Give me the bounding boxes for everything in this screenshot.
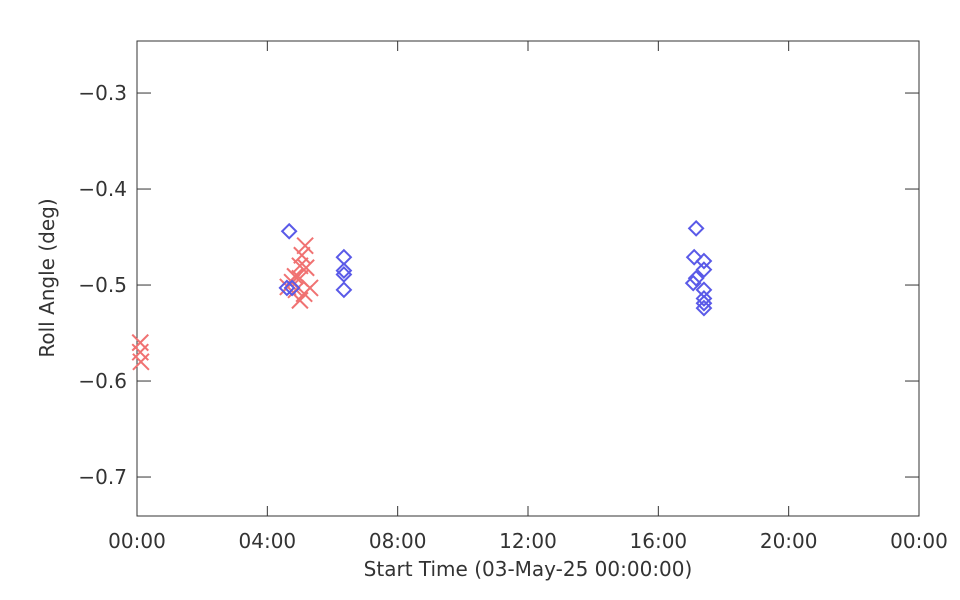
point <box>283 279 301 297</box>
diamond-marker <box>278 279 296 297</box>
diamond-marker <box>335 248 353 266</box>
point <box>335 281 353 299</box>
point <box>278 279 296 297</box>
x-marker-stroke <box>291 291 309 310</box>
x-marker-stroke <box>293 246 311 264</box>
y-tick-label: −0.4 <box>78 177 127 201</box>
x-marker-stroke <box>291 257 309 275</box>
point <box>695 294 713 312</box>
y-tick-label: −0.6 <box>78 369 127 393</box>
x-marker-stroke <box>297 259 315 277</box>
point <box>687 219 705 237</box>
point <box>132 353 150 371</box>
x-tick-label: 00:00 <box>890 529 948 553</box>
x-marker-stroke <box>132 353 150 371</box>
diamond-marker <box>335 281 353 299</box>
point <box>684 274 702 292</box>
x-tick-label: 20:00 <box>760 529 818 553</box>
x-tick-label: 16:00 <box>630 529 688 553</box>
diamond-marker <box>687 219 705 237</box>
point <box>280 222 298 240</box>
diamond-marker <box>695 261 713 279</box>
diamond-marker <box>685 248 703 266</box>
diamond-marker <box>695 294 713 312</box>
point <box>335 262 353 280</box>
x-tick-label: 00:00 <box>108 529 166 553</box>
x-marker-stroke <box>286 267 304 286</box>
point <box>131 333 149 352</box>
diamond-marker <box>687 269 705 287</box>
x-axis-label: Start Time (03-May-25 00:00:00) <box>364 557 693 581</box>
point <box>695 299 713 317</box>
point <box>296 236 314 255</box>
x-tick-label: 12:00 <box>499 529 557 553</box>
diamond-marker <box>280 222 298 240</box>
point <box>286 267 304 286</box>
point <box>687 269 705 287</box>
diamond-marker <box>335 262 353 280</box>
point <box>335 248 353 266</box>
diamond-marker <box>684 274 702 292</box>
point <box>695 261 713 279</box>
diamond-marker <box>695 299 713 317</box>
y-tick-label: −0.3 <box>78 81 127 105</box>
x-tick-label: 08:00 <box>369 529 427 553</box>
diamond-marker <box>695 252 713 270</box>
x-marker-stroke <box>131 343 149 361</box>
point <box>297 259 315 277</box>
point <box>695 290 713 307</box>
point <box>293 246 311 264</box>
x-tick-label: 04:00 <box>239 529 297 553</box>
y-axis-label: Roll Angle (deg) <box>35 198 59 357</box>
x-marker-stroke <box>296 236 314 255</box>
point <box>685 248 703 266</box>
point <box>291 257 309 275</box>
diamond-marker <box>695 290 713 307</box>
diamond-marker <box>283 279 301 297</box>
y-tick-label: −0.5 <box>78 273 127 297</box>
point <box>695 252 713 270</box>
y-tick-label: −0.7 <box>78 465 127 489</box>
plot-frame <box>136 40 920 517</box>
